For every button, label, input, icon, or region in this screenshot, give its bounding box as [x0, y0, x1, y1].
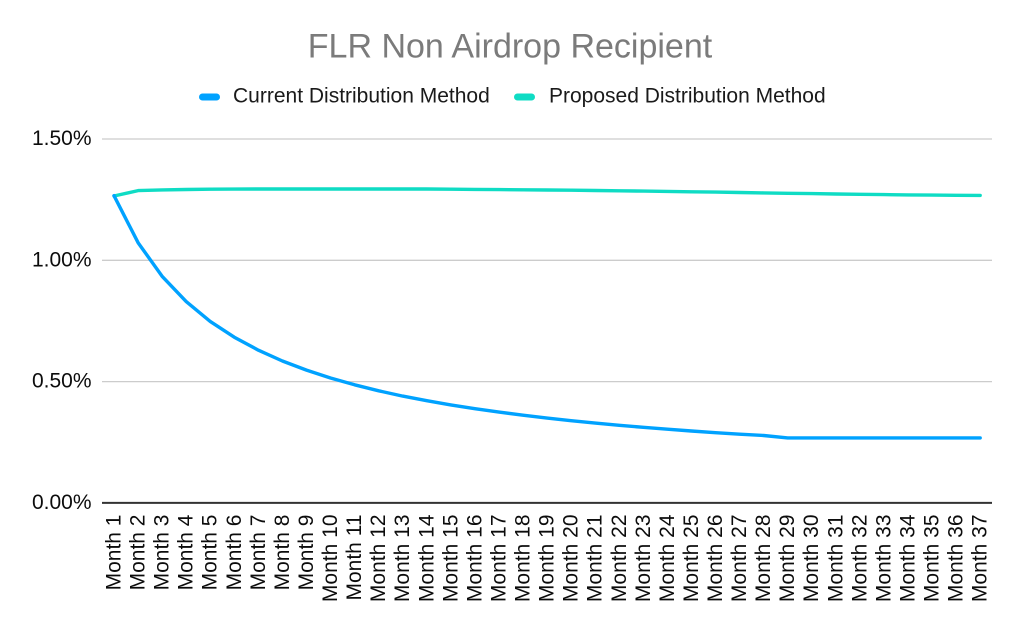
svg-text:Month 10: Month 10 — [319, 515, 342, 603]
svg-text:Month 11: Month 11 — [343, 515, 366, 601]
svg-text:Month 13: Month 13 — [391, 515, 414, 603]
svg-text:Month 37: Month 37 — [969, 515, 992, 603]
svg-text:Month 32: Month 32 — [848, 515, 871, 603]
svg-text:Month 5: Month 5 — [199, 515, 222, 591]
svg-text:Month 17: Month 17 — [488, 515, 511, 603]
svg-text:Month 19: Month 19 — [536, 515, 559, 603]
svg-text:Month 8: Month 8 — [271, 515, 294, 591]
svg-text:Month 9: Month 9 — [295, 515, 318, 591]
svg-text:Month 18: Month 18 — [512, 515, 535, 603]
svg-text:Month 30: Month 30 — [800, 515, 823, 603]
svg-text:Month 28: Month 28 — [752, 515, 775, 603]
svg-text:Month 24: Month 24 — [656, 514, 679, 602]
svg-text:Month 4: Month 4 — [175, 514, 198, 590]
svg-text:Month 27: Month 27 — [728, 515, 751, 603]
svg-text:Month 2: Month 2 — [127, 515, 150, 591]
svg-text:Month 14: Month 14 — [415, 514, 438, 602]
svg-text:Month 36: Month 36 — [945, 515, 968, 603]
svg-text:Month 21: Month 21 — [584, 515, 607, 603]
svg-text:0.00%: 0.00% — [32, 491, 92, 514]
svg-text:Current Distribution Method: Current Distribution Method — [233, 85, 490, 108]
svg-text:0.50%: 0.50% — [32, 370, 92, 393]
svg-text:Month 25: Month 25 — [680, 515, 703, 603]
svg-text:Month 7: Month 7 — [247, 515, 270, 591]
svg-text:Month 20: Month 20 — [560, 515, 583, 603]
svg-text:FLR Non Airdrop Recipient: FLR Non Airdrop Recipient — [308, 28, 713, 66]
svg-text:Month 6: Month 6 — [223, 515, 246, 591]
svg-text:Month 34: Month 34 — [897, 514, 920, 602]
svg-text:Month 35: Month 35 — [921, 515, 944, 603]
svg-text:Month 15: Month 15 — [439, 515, 462, 603]
svg-text:1.00%: 1.00% — [32, 248, 92, 271]
svg-text:Month 33: Month 33 — [872, 515, 895, 603]
svg-text:Month 22: Month 22 — [608, 515, 631, 603]
svg-text:1.50%: 1.50% — [32, 127, 92, 150]
svg-text:Month 31: Month 31 — [824, 515, 847, 603]
svg-text:Month 16: Month 16 — [463, 515, 486, 603]
svg-text:Month 1: Month 1 — [103, 515, 126, 591]
svg-text:Month 26: Month 26 — [704, 515, 727, 603]
svg-text:Month 23: Month 23 — [632, 515, 655, 603]
svg-text:Proposed Distribution Method: Proposed Distribution Method — [549, 85, 826, 108]
svg-text:Month 3: Month 3 — [151, 515, 174, 591]
svg-text:Month 29: Month 29 — [776, 515, 799, 603]
svg-text:Month 12: Month 12 — [367, 515, 390, 603]
